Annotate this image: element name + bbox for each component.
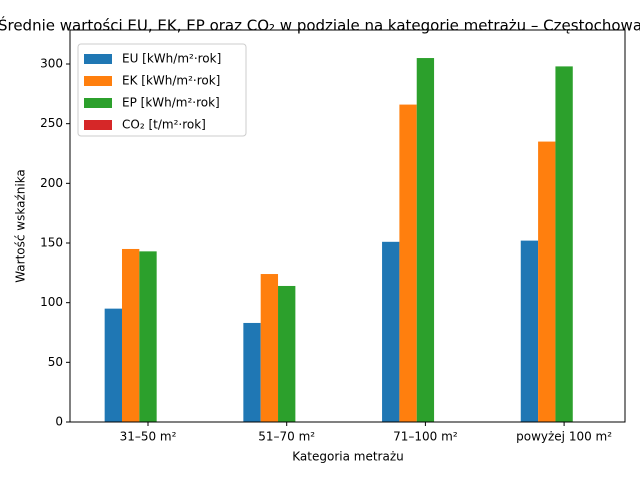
axes-frame [69, 29, 626, 423]
legend-box [77, 43, 247, 137]
y-axis-label: Wartość wskaźnika [14, 169, 28, 283]
y-tick-label: 50 [48, 355, 63, 369]
bar [243, 322, 261, 422]
y-tick-label: 150 [40, 236, 63, 250]
x-tick-label: 51–70 m² [258, 430, 315, 444]
bar [416, 58, 435, 423]
x-tick-label: powyżej 100 m² [516, 430, 612, 444]
legend-label: EP [kWh/m²·rok] [122, 96, 220, 110]
chart-title: Średnie wartości EU, EK, EP oraz CO₂ w p… [0, 16, 640, 35]
y-tick-label: 250 [40, 116, 63, 130]
legend-label: CO₂ [t/m²·rok] [122, 118, 206, 132]
bar [382, 241, 400, 422]
legend-label: EK [kWh/m²·rok] [122, 74, 220, 88]
x-axis-label: Kategoria metrażu [292, 450, 403, 464]
x-tick-label: 71–100 m² [393, 430, 458, 444]
y-tick-label: 200 [40, 176, 63, 190]
y-tick-label: 300 [40, 57, 63, 71]
bar [260, 274, 279, 422]
bar [538, 141, 556, 422]
y-tick-label: 0 [55, 415, 63, 429]
bar [399, 104, 417, 423]
legend-swatch [84, 120, 112, 130]
legend-label: EU [kWh/m²·rok] [122, 52, 221, 66]
bar [555, 66, 573, 422]
legend-swatch [84, 76, 112, 86]
bar [520, 240, 539, 422]
legend-swatch [84, 54, 112, 64]
bar [121, 248, 140, 422]
bar [104, 308, 122, 422]
x-tick-label: 31–50 m² [120, 430, 177, 444]
bar [278, 285, 296, 422]
y-tick-label: 100 [40, 295, 63, 309]
legend-swatch [84, 98, 112, 108]
bar [139, 251, 157, 422]
